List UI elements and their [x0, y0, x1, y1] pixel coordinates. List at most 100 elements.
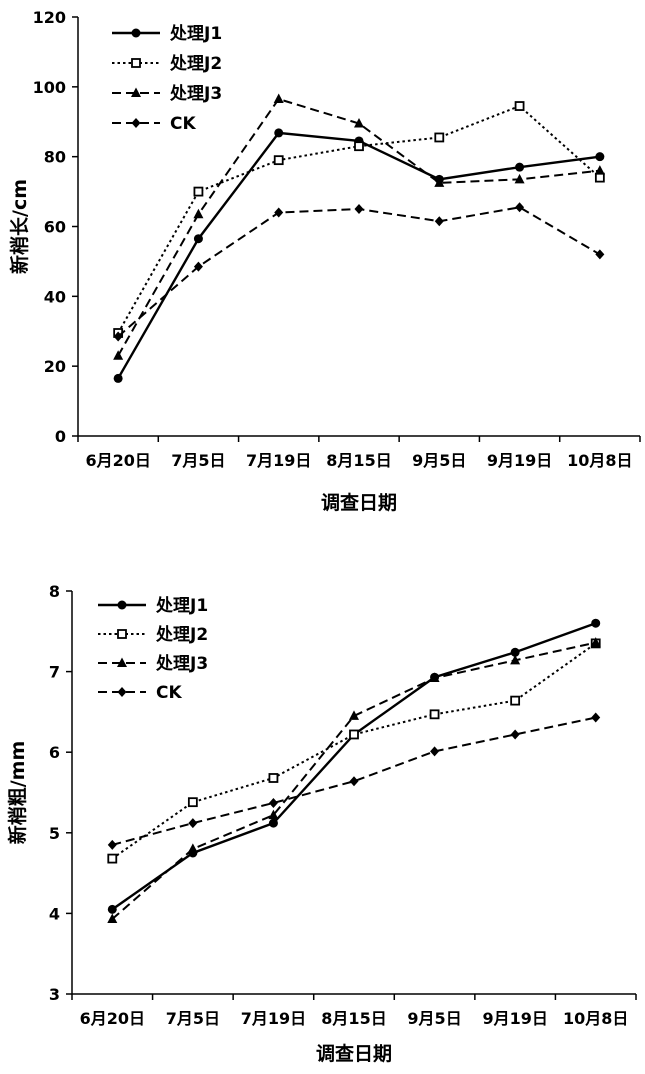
y-tick-label: 80 [44, 148, 66, 167]
legend-marker [131, 58, 141, 68]
data-point [429, 709, 440, 720]
data-point [273, 155, 284, 166]
data-point [107, 839, 117, 850]
data-point [510, 729, 520, 740]
data-point [354, 141, 364, 152]
series-1 [113, 128, 605, 383]
x-tick-label: 10月8日 [567, 451, 632, 470]
data-point [193, 261, 203, 272]
data-point [434, 216, 444, 227]
x-tick-label: 8月15日 [326, 451, 391, 470]
data-point [430, 746, 440, 757]
data-point [274, 207, 284, 218]
data-point [113, 373, 123, 383]
data-point [434, 177, 445, 187]
legend-marker [131, 87, 141, 97]
data-point [354, 204, 364, 215]
x-tick-label: 9月19日 [487, 451, 552, 470]
legend-entry: 处理J3 [112, 83, 222, 104]
y-tick-label: 100 [33, 78, 66, 97]
data-point [187, 843, 198, 853]
data-point [274, 128, 284, 138]
x-axis-title: 调查日期 [321, 491, 397, 514]
series-3 [107, 637, 601, 924]
data-point [107, 904, 117, 914]
series-4 [107, 712, 601, 850]
data-point [107, 913, 118, 924]
x-tick-label: 9月5日 [412, 451, 466, 470]
legend-label: CK [170, 114, 196, 134]
x-tick-label: 6月20日 [85, 451, 150, 470]
data-point [349, 710, 359, 720]
series-line [117, 131, 601, 379]
data-point [193, 186, 204, 197]
legend-label: 处理J2 [169, 53, 222, 74]
y-tick-label: 6 [49, 743, 60, 762]
data-point [113, 331, 123, 342]
data-point [594, 172, 605, 183]
data-point [429, 672, 440, 683]
data-point [510, 647, 520, 657]
data-point [514, 173, 525, 184]
y-tick-label: 120 [33, 8, 66, 27]
legend-label: 处理J3 [169, 83, 222, 104]
data-point [113, 350, 124, 360]
legend-marker [131, 28, 141, 38]
data-point [591, 618, 601, 628]
data-point [510, 695, 521, 706]
shoot-length-chart: 0 20 40 60 80 100 120 6月20日 7月5日 7月19日 8月15日 9月5日 9月… [8, 8, 641, 514]
data-point [188, 818, 198, 829]
shoot-diameter-chart: 3 4 5 6 7 8 6月20日 7月5日 7月19日 8月15日 9月5日 9月19日 10月8日调… [6, 582, 637, 1065]
y-axis-title: 新梢长/cm [8, 179, 31, 274]
x-tick-label: 7月19日 [246, 451, 311, 470]
legend-marker [117, 600, 127, 610]
x-tick-label: 6月20日 [80, 1009, 145, 1028]
data-point [354, 117, 364, 128]
x-tick-label: 7月19日 [241, 1009, 306, 1028]
data-point [107, 853, 118, 864]
data-point [515, 202, 525, 213]
y-tick-label: 60 [44, 218, 66, 237]
x-tick-label: 7月5日 [171, 451, 225, 470]
data-point [273, 93, 284, 104]
data-point [590, 637, 601, 647]
legend-label: 处理J1 [169, 23, 222, 44]
data-point [514, 101, 525, 111]
data-point [193, 208, 204, 219]
legend-entry: 处理J2 [98, 624, 208, 645]
y-tick-label: 7 [49, 663, 60, 682]
data-point [595, 152, 605, 162]
y-tick-label: 0 [55, 427, 66, 446]
data-point [349, 776, 359, 787]
data-point [268, 809, 279, 820]
y-tick-label: 8 [49, 582, 60, 601]
series-3 [113, 93, 605, 360]
y-tick-label: 5 [49, 824, 60, 843]
legend-entry: 处理J1 [98, 595, 208, 616]
x-axis-title: 调查日期 [316, 1042, 392, 1065]
legend-entry: 处理J3 [98, 653, 208, 674]
x-tick-label: 8月15日 [321, 1009, 386, 1028]
legend-entry: CK [98, 683, 182, 703]
x-tick-label: 7月5日 [166, 1009, 220, 1028]
legend-label: CK [156, 683, 182, 703]
x-tick-label: 9月19日 [482, 1009, 547, 1028]
legend-entry: CK [112, 114, 196, 134]
x-tick-label: 10月8日 [563, 1009, 628, 1028]
series-4 [113, 202, 605, 342]
data-point [349, 729, 359, 740]
legend-marker [117, 657, 127, 667]
legend-label: 处理J2 [155, 624, 208, 645]
legend-marker [131, 118, 141, 128]
y-tick-label: 3 [49, 985, 60, 1004]
data-point [187, 797, 198, 808]
y-tick-label: 20 [44, 357, 66, 376]
data-point [510, 654, 521, 665]
data-point [515, 162, 525, 172]
legend-marker [117, 687, 127, 697]
y-axis-title: 新梢粗/mm [6, 741, 29, 845]
data-point [193, 234, 203, 244]
legend-label: 处理J3 [155, 653, 208, 674]
data-point [268, 797, 278, 808]
data-point [591, 712, 601, 723]
